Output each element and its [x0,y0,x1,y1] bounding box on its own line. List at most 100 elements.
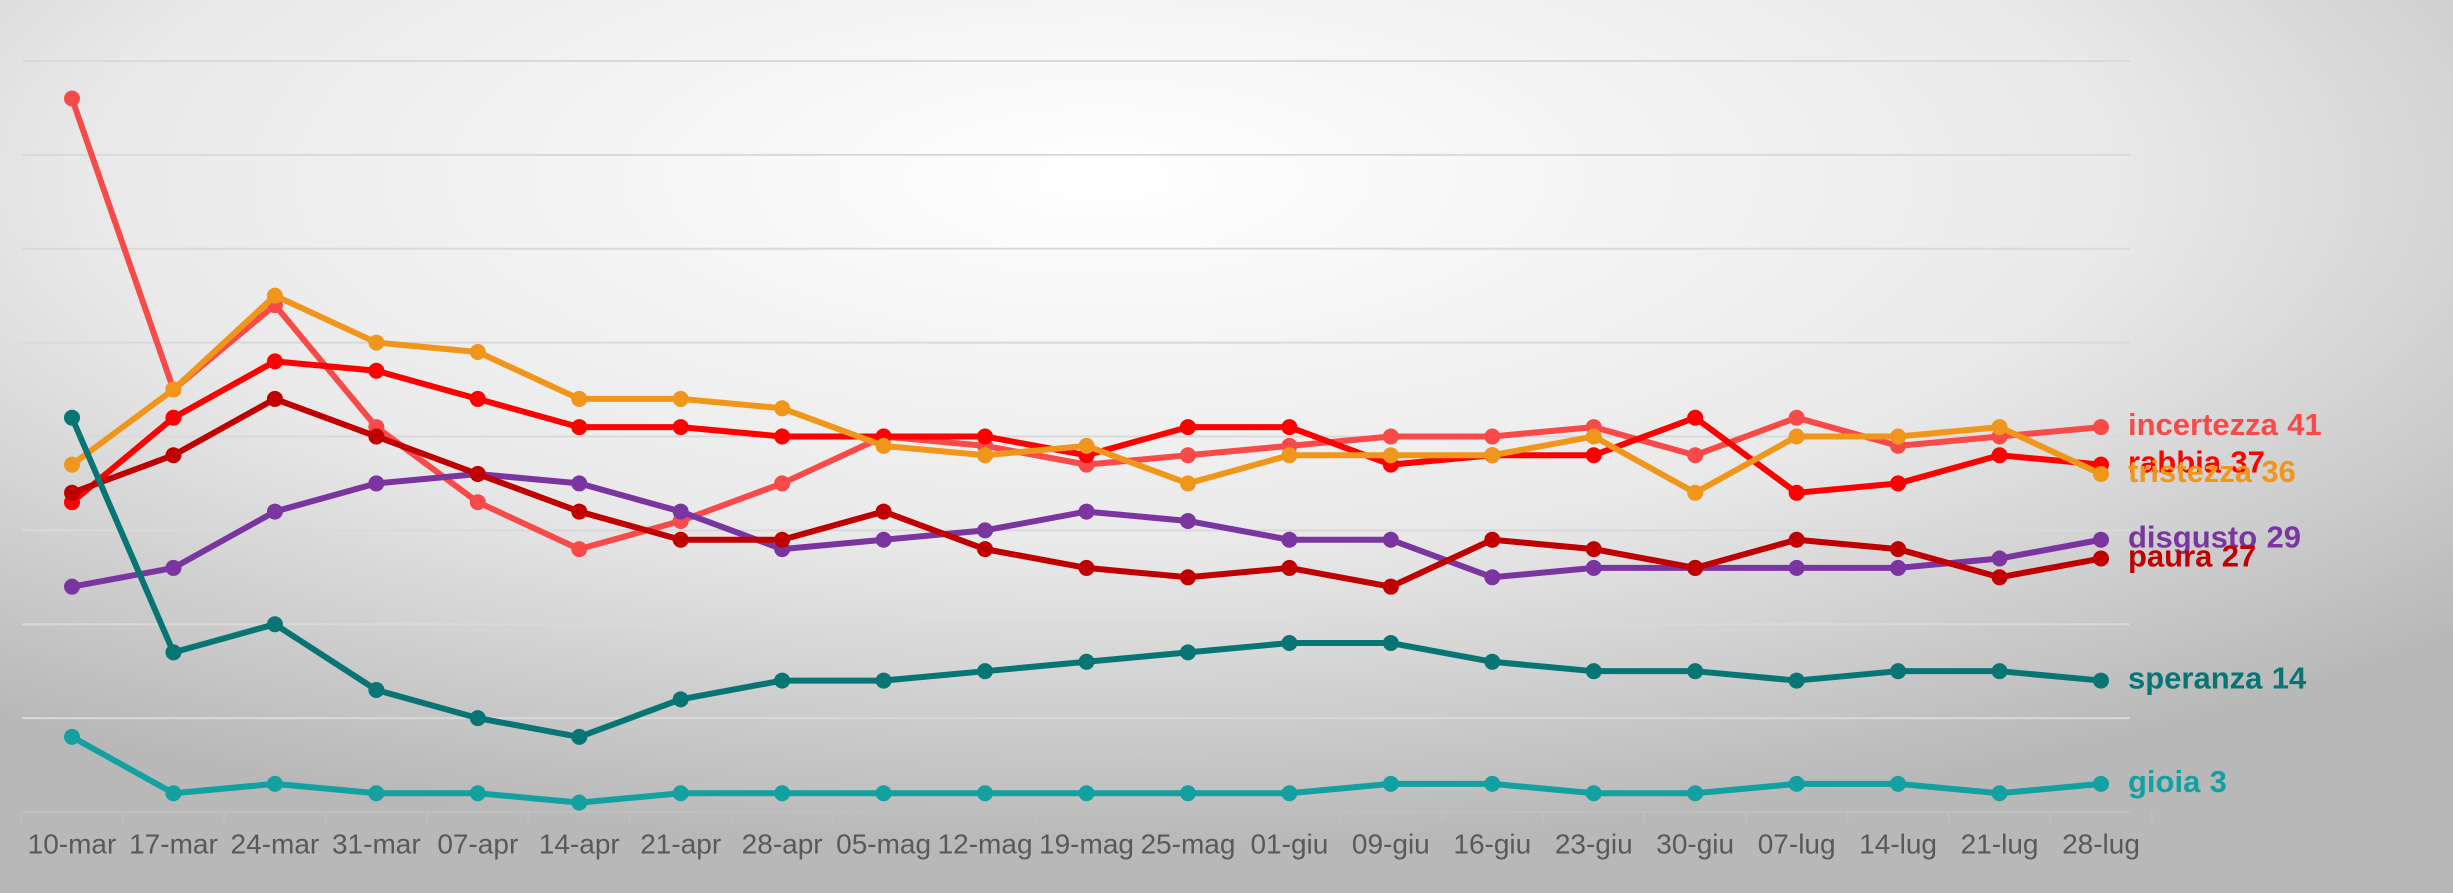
series-point [977,428,994,445]
series-point [469,466,486,483]
x-tick-label: 14-lug [1859,828,1937,859]
end-label: tristezza 36 [2128,454,2296,489]
series-point [672,419,689,436]
series-point [368,475,385,492]
series-point [165,644,182,661]
series-point [1382,531,1399,548]
series-point [368,785,385,802]
series-point [571,728,588,745]
series-point [165,409,182,426]
series-point [368,362,385,379]
end-label: speranza 14 [2128,661,2307,696]
series-point [1382,447,1399,464]
series-point [1078,785,1095,802]
series-point [1281,531,1298,548]
series-name: disgusto [2128,520,2257,555]
series-point [1585,559,1602,576]
series-point [165,447,182,464]
series-point [64,456,80,473]
end-label: disgusto 29 [2128,520,2301,555]
series-point [1991,785,2008,802]
series-name: gioia [2128,764,2201,799]
series-point [266,287,283,304]
series-point [1788,672,1805,689]
series-point [1585,447,1602,464]
series-point [64,90,80,107]
series-point [977,447,994,464]
series-point [1179,569,1196,586]
series-point [875,785,892,802]
series-name: tristezza [2128,454,2253,489]
series-last-value: 14 [2272,661,2307,696]
series-point [1788,428,1805,445]
x-tick-label: 23-giu [1555,828,1633,859]
series-point [1078,559,1095,576]
series-point [2093,466,2109,483]
x-tick-label: 19-mag [1039,828,1134,859]
series-point [1281,635,1298,652]
series-point [64,409,80,426]
series-point [1179,512,1196,529]
series-point [1788,409,1805,426]
x-tick-label: 16-giu [1453,828,1531,859]
series-point [1281,447,1298,464]
series-point [875,531,892,548]
series-point [672,785,689,802]
series-point [1585,785,1602,802]
series-point [368,681,385,698]
series-point [875,503,892,520]
series-point [1281,785,1298,802]
series-last-value: 29 [2266,520,2300,555]
series-point [875,437,892,454]
series-point [672,531,689,548]
series-point [2093,550,2109,567]
series-point [1991,663,2008,680]
series-point [1179,475,1196,492]
series-point [1484,653,1501,670]
series-point [1179,785,1196,802]
x-tick-label: 30-giu [1656,828,1734,859]
series-point [64,728,80,745]
series-name: rabbia [2128,445,2222,480]
series-point [672,503,689,520]
x-tick-label: 28-lug [2062,828,2140,859]
series-point [368,428,385,445]
series-point [469,785,486,802]
series-point [2093,419,2109,436]
x-tick-label: 21-apr [640,828,721,859]
series-point [1687,559,1704,576]
series-point [1281,419,1298,436]
series-point [64,578,80,595]
series-point [774,785,791,802]
series-name: speranza [2128,661,2263,696]
series-point [1078,437,1095,454]
series-point [774,531,791,548]
series-name: incertezza [2128,407,2279,442]
series-point [1890,775,1907,792]
series-point [1788,484,1805,501]
series-last-value: 36 [2261,454,2295,489]
x-tick-label: 28-apr [742,828,823,859]
series-point [1890,559,1907,576]
series-point [1585,663,1602,680]
series-point [1585,428,1602,445]
series-point [1687,447,1704,464]
series-point [571,794,588,811]
series-point [1484,531,1501,548]
series-point [1687,484,1704,501]
series-point [1585,541,1602,558]
series-point [977,785,994,802]
series-point [1788,775,1805,792]
series-point [469,710,486,727]
series-point [1991,569,2008,586]
series-point [1484,775,1501,792]
x-tick-label: 09-giu [1352,828,1430,859]
end-label: rabbia 37 [2128,445,2265,480]
x-tick-label: 24-mar [231,828,320,859]
series-point [672,390,689,407]
series-point [977,541,994,558]
end-label: gioia 3 [2128,764,2227,799]
series-point [469,494,486,511]
series-point [266,503,283,520]
